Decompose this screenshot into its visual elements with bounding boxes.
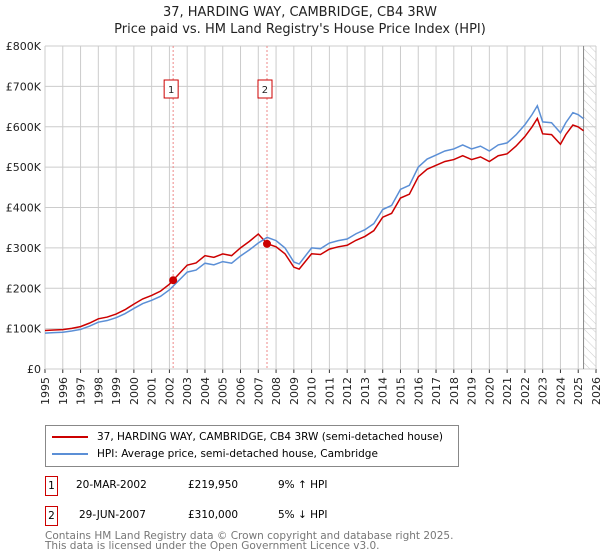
- legend-swatch-hpi: [52, 453, 88, 455]
- sale-marker-label: 1: [45, 476, 58, 496]
- x-tick-label: 1995: [39, 377, 52, 405]
- sale-label: 2: [262, 85, 268, 96]
- x-tick-label: 2018: [448, 377, 461, 405]
- footer: Contains HM Land Registry data © Crown c…: [45, 530, 454, 552]
- sale-marker-label: 2: [45, 506, 58, 526]
- sale-label-box: [257, 79, 273, 99]
- x-tick-label: 2016: [412, 377, 425, 405]
- sale-label: 1: [168, 85, 174, 96]
- x-tick-label: 2009: [288, 377, 301, 405]
- y-tick-label: £600K: [6, 121, 42, 134]
- legend-swatch-property: [52, 436, 88, 438]
- chart-title: 37, HARDING WAY, CAMBRIDGE, CB4 3RW: [162, 5, 438, 20]
- x-tick-label: 1998: [92, 377, 105, 405]
- x-tick-label: 2005: [217, 377, 230, 405]
- x-tick-label: 2014: [377, 377, 390, 405]
- chart-subtitle: Price paid vs. HM Land Registry's House …: [114, 22, 486, 37]
- x-tick-label: 2013: [359, 377, 372, 405]
- x-tick-label: 2023: [537, 377, 550, 405]
- x-tick-label: 2025: [572, 377, 585, 405]
- x-tick-label: 2019: [466, 377, 479, 405]
- footer-line-1: Contains HM Land Registry data © Crown c…: [45, 530, 454, 542]
- legend: 37, HARDING WAY, CAMBRIDGE, CB4 3RW (sem…: [45, 425, 459, 467]
- y-tick-label: £800K: [6, 40, 42, 53]
- y-tick-label: £300K: [6, 242, 42, 255]
- x-tick-label: 2001: [146, 377, 159, 405]
- sale-point: [262, 239, 271, 248]
- x-tick-label: 2022: [519, 377, 532, 405]
- sale-point: [169, 276, 178, 285]
- y-tick-label: £200K: [6, 282, 42, 295]
- legend-label-property: 37, HARDING WAY, CAMBRIDGE, CB4 3RW (sem…: [97, 431, 443, 443]
- x-tick-label: 2026: [590, 377, 600, 405]
- y-tick-label: £700K: [6, 80, 42, 93]
- footer-line-2: This data is licensed under the Open Gov…: [45, 540, 380, 552]
- x-tick-label: 2020: [483, 377, 496, 405]
- x-tick-label: 2000: [128, 377, 141, 405]
- y-tick-label: £0: [27, 363, 41, 376]
- x-tick-label: 2008: [270, 377, 283, 405]
- x-tick-label: 2006: [235, 377, 248, 405]
- plot-area: 1995 1996 1997 1998 1999 2000 2001 2002 2003 2004…: [6, 40, 600, 405]
- x-tick-label: 2012: [341, 377, 354, 405]
- x-tick-label: 1997: [75, 377, 88, 405]
- x-tick-label: 2024: [554, 377, 567, 405]
- sale-row-2: 2 29-JUN-2007 £310,000 5% ↓ HPI: [45, 506, 545, 526]
- sale-label-box: [163, 79, 179, 99]
- sale-row-1: 1 20-MAR-2002 £219,950 9% ↑ HPI: [45, 476, 545, 496]
- sale-price: £219,950: [188, 479, 239, 491]
- y-tick-label: £400K: [6, 202, 42, 215]
- x-tick-label: 2007: [252, 377, 265, 405]
- sale-hpi-delta: 9% ↑ HPI: [278, 479, 328, 491]
- x-tick-label: 2002: [163, 377, 176, 405]
- sale-date: 29-JUN-2007: [79, 509, 146, 521]
- x-tick-label: 1999: [110, 377, 123, 405]
- legend-label-hpi: HPI: Average price, semi-detached house,…: [97, 448, 378, 460]
- x-tick-label: 2004: [199, 377, 212, 405]
- x-tick-label: 2017: [430, 377, 443, 405]
- sale-price: £310,000: [188, 509, 239, 521]
- x-tick-label: 2003: [181, 377, 194, 405]
- y-tick-label: £100K: [6, 323, 42, 336]
- x-tick-label: 1996: [57, 377, 70, 405]
- y-tick-label: £500K: [6, 161, 42, 174]
- sale-hpi-delta: 5% ↓ HPI: [278, 509, 328, 521]
- x-tick-label: 2015: [394, 377, 407, 405]
- sale-date: 20-MAR-2002: [76, 479, 147, 491]
- series-line-property: [44, 116, 584, 332]
- series-line-hpi: [44, 103, 585, 334]
- x-tick-label: 2021: [501, 377, 514, 405]
- x-tick-label: 2010: [306, 377, 319, 405]
- x-tick-label: 2011: [323, 377, 336, 405]
